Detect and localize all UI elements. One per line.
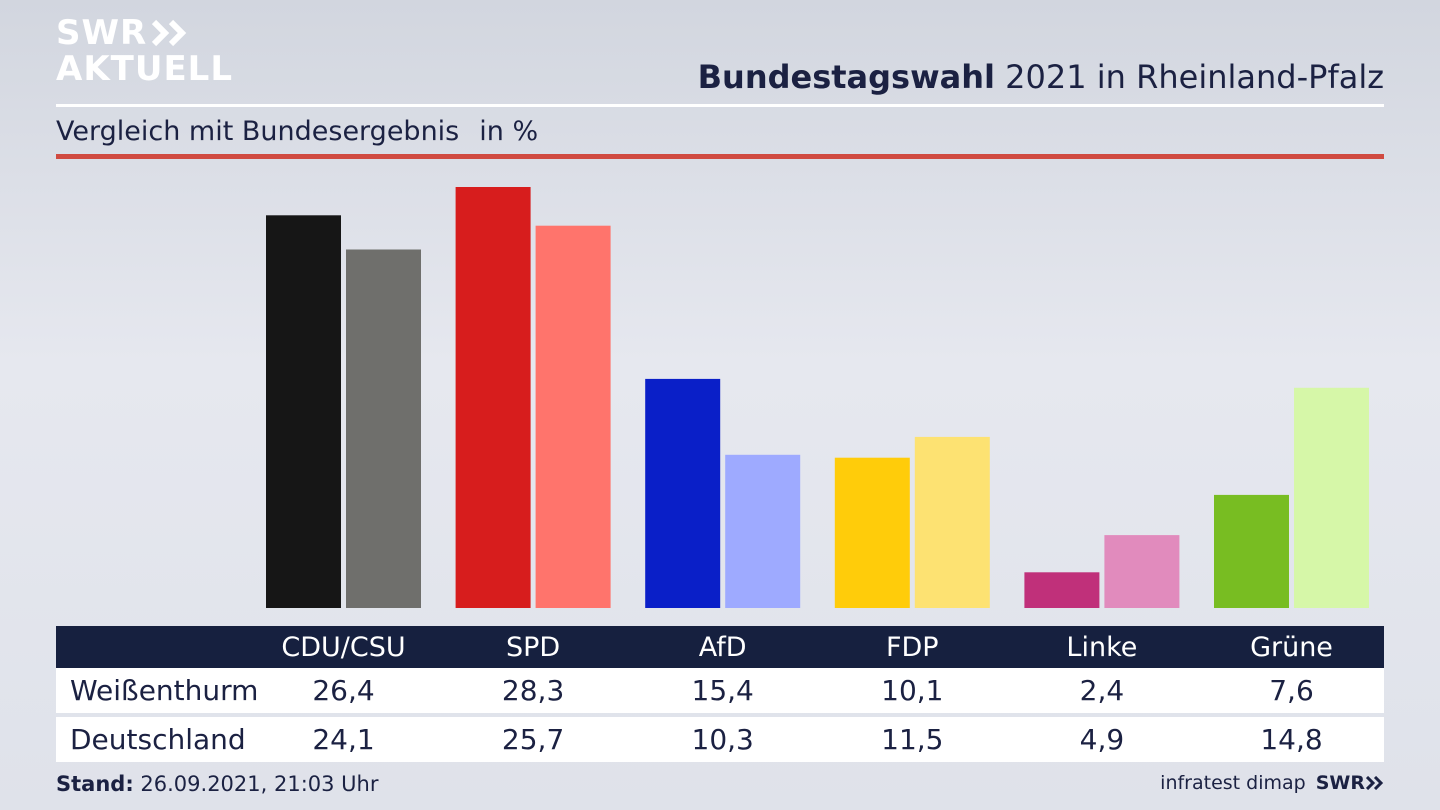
page-title: Bundestagswahl 2021 in Rheinland-Pfalz [698, 58, 1384, 96]
swr-aktuell-logo: SWR AKTUELL [56, 16, 233, 86]
table-cell: 2,4 [1079, 674, 1125, 707]
source-credit: infratest dimap SWR [1160, 772, 1384, 794]
col-header-fdp: FDP [885, 631, 939, 663]
table-row: Weißenthurm 26,4 28,3 15,4 10,1 2,4 7,6 [56, 668, 1384, 713]
bar-grüne-local [1214, 494, 1289, 608]
title-rest: 2021 in Rheinland-Pfalz [995, 58, 1384, 96]
stand-label: Stand: [56, 772, 134, 796]
title-bold: Bundestagswahl [697, 58, 995, 96]
bar-linke-national [1104, 535, 1180, 608]
table-cell: 11,5 [881, 723, 944, 756]
col-header-gruene: Grüne [1250, 631, 1333, 663]
bar-spd-national [535, 225, 611, 608]
swr-footer-logo: SWR [1316, 772, 1384, 794]
unit-label: in % [479, 116, 539, 147]
swr-footer-text: SWR [1315, 772, 1365, 794]
results-table: CDU/CSU SPD AfD FDP Linke Grüne Weißenth… [56, 626, 1384, 762]
table-cell: 24,1 [312, 723, 375, 756]
logo-swr-text: SWR [56, 13, 148, 53]
row-label: Weißenthurm [70, 674, 259, 707]
table-cell: 10,3 [691, 723, 754, 756]
source-text: infratest dimap [1160, 772, 1306, 794]
bar-linke-local [1024, 572, 1100, 608]
bar-chart [266, 187, 1369, 609]
bar-afd-national [725, 454, 801, 608]
table-cell: 7,6 [1269, 674, 1314, 707]
chart-subtitle: Vergleich mit Bundesergebnis in % [56, 116, 538, 147]
table-row: Deutschland 24,1 25,7 10,3 11,5 4,9 14,8 [56, 717, 1384, 762]
stand-value: 26.09.2021, 21:03 Uhr [133, 772, 379, 796]
col-header-cdu: CDU/CSU [281, 631, 406, 663]
bar-afd-local [645, 378, 721, 608]
col-header-linke: Linke [1066, 631, 1138, 663]
bar-cducsu-local [266, 215, 341, 609]
table-cell: 28,3 [501, 674, 565, 707]
bar-grüne-national [1294, 387, 1369, 608]
chevrons-icon [152, 19, 187, 47]
col-header-spd: SPD [505, 631, 561, 663]
logo-aktuell-text: AKTUELL [56, 49, 234, 89]
table-cell: 25,7 [501, 723, 565, 756]
row-label: Deutschland [70, 723, 246, 756]
bar-spd-local [455, 187, 531, 608]
chevrons-small-icon [1366, 776, 1384, 790]
table-cell: 4,9 [1079, 723, 1125, 756]
bar-fdp-national [914, 436, 990, 608]
table-cell: 15,4 [691, 674, 754, 707]
bar-fdp-local [834, 457, 910, 608]
table-cell: 14,8 [1260, 723, 1323, 756]
bar-cducsu-national [346, 249, 421, 608]
table-cell: 26,4 [312, 674, 375, 707]
table-cell: 10,1 [881, 674, 944, 707]
table-header: CDU/CSU SPD AfD FDP Linke Grüne [56, 626, 1384, 668]
col-header-afd: AfD [698, 631, 747, 663]
subtitle-text: Vergleich mit Bundesergebnis [56, 116, 460, 147]
timestamp: Stand: 26.09.2021, 21:03 Uhr [56, 772, 379, 796]
divider-red [56, 154, 1384, 159]
divider-white [56, 104, 1384, 107]
